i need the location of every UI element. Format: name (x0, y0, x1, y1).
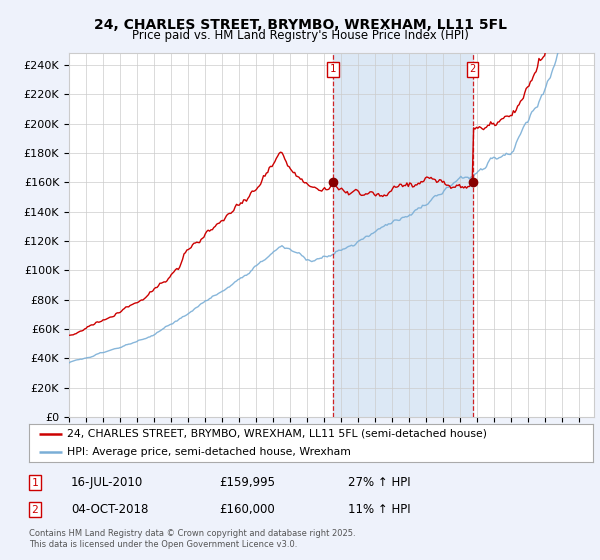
Text: Price paid vs. HM Land Registry's House Price Index (HPI): Price paid vs. HM Land Registry's House … (131, 29, 469, 42)
Text: 11% ↑ HPI: 11% ↑ HPI (348, 503, 410, 516)
Text: 2: 2 (31, 505, 38, 515)
Text: £159,995: £159,995 (219, 476, 275, 489)
Text: 27% ↑ HPI: 27% ↑ HPI (348, 476, 410, 489)
Text: 24, CHARLES STREET, BRYMBO, WREXHAM, LL11 5FL: 24, CHARLES STREET, BRYMBO, WREXHAM, LL1… (94, 18, 506, 32)
Text: 2: 2 (470, 64, 476, 74)
Text: 1: 1 (330, 64, 336, 74)
Text: Contains HM Land Registry data © Crown copyright and database right 2025.
This d: Contains HM Land Registry data © Crown c… (29, 529, 355, 549)
Text: 1: 1 (31, 478, 38, 488)
Text: £160,000: £160,000 (219, 503, 275, 516)
Text: HPI: Average price, semi-detached house, Wrexham: HPI: Average price, semi-detached house,… (67, 447, 351, 457)
Text: 16-JUL-2010: 16-JUL-2010 (71, 476, 143, 489)
Text: 04-OCT-2018: 04-OCT-2018 (71, 503, 148, 516)
Text: 24, CHARLES STREET, BRYMBO, WREXHAM, LL11 5FL (semi-detached house): 24, CHARLES STREET, BRYMBO, WREXHAM, LL1… (67, 429, 487, 439)
Bar (333, 53, 473, 417)
